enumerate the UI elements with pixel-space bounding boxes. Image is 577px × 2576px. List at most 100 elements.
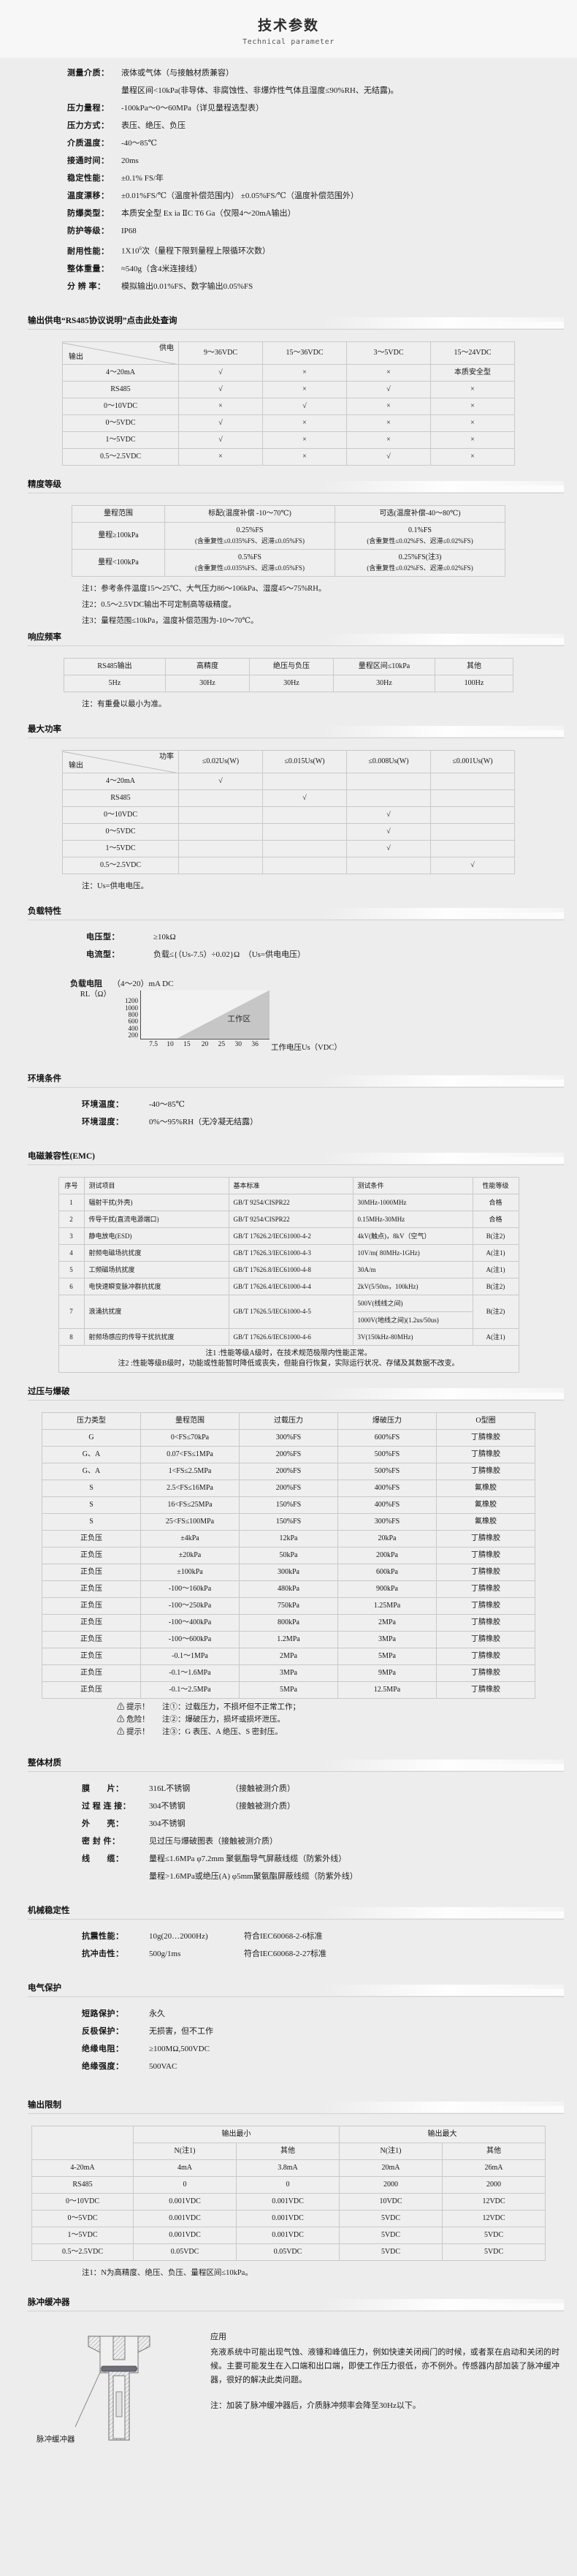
section-title-accuracy: 精度等级 (28, 480, 61, 489)
cell-range: 0<FS≤70kPa (140, 1428, 240, 1447)
param-row: 密 封 件： 见过压与爆破图表（接触被测介质） (82, 1836, 577, 1847)
cell: √ (178, 431, 263, 449)
param-key: 抗冲击性： (82, 1949, 124, 1958)
cell: 2000 (339, 2175, 443, 2194)
table-row: 4～20mA √ × × 本质安全型 (62, 363, 515, 382)
section-head: 输出限制 (0, 2098, 577, 2117)
param-row: 外 壳： 304不锈钢 (82, 1819, 577, 1830)
cell-type: 正负压 (42, 1647, 141, 1665)
cell-item: 辐射干扰(外壳) (83, 1193, 229, 1211)
param-row: 电流型： 负载≤{（Us-7.5）÷0.02}Ω （Us=供电电压） (86, 950, 577, 961)
corner-top-label: 功率 (159, 752, 174, 761)
cell-oring: 丁腈橡胶 (436, 1681, 535, 1699)
cell (430, 822, 515, 841)
cell-oring: 氟橡胶 (436, 1512, 535, 1531)
param-row: 防爆类型： 本质安全型 Ex ia ⅡC T6 Ga（仅限4～20mA输出） (67, 208, 577, 219)
param-value: 永久 (149, 2009, 165, 2018)
cell: 2000 (442, 2175, 546, 2194)
sub-column-header: 其他 (236, 2142, 340, 2160)
table-row: 正负压 ±100kPa 300kPa 600kPa 丁腈橡胶 (42, 1563, 535, 1581)
column-header: 爆破压力 (337, 1412, 437, 1430)
xtick: 10 (167, 1040, 174, 1048)
cell (178, 806, 263, 824)
warning-row: ⚠ 危险！ 注②：爆破压力，损坏或损坏泄压。 (117, 1713, 577, 1726)
section-head: 脉冲缓冲器 (0, 2295, 577, 2314)
note-line: 注1：参考条件温度15～25℃、大气压力86～106kPa、湿度45～75%RH… (82, 584, 326, 593)
cell-burst: 9MPa (337, 1664, 437, 1682)
param-key: 防爆类型： (67, 209, 110, 218)
param-key: 密 封 件： (82, 1836, 121, 1846)
table-header-row: 功率 输出 ≤0.02Us(W) ≤0.015Us(W) ≤0.008Us(W)… (62, 749, 515, 773)
param-row: 测量介质： 液体或气体（与接触材质兼容） (67, 68, 577, 79)
application-description: 充液系统中可能出现气蚀、液锤和峰值压力，例如快速关闭阀门的时候，或者泵在启动和关… (210, 2347, 559, 2384)
table-row: RS485 √ × √ × (62, 380, 515, 398)
param-row: 过 程 连 接： 304不锈钢 （接触被测介质） (82, 1801, 577, 1812)
electrical-list: 短路保护： 永久 反极保护： 无损害，但不工作 绝缘电阻： ≥100MΩ,500… (0, 2000, 577, 2082)
cell-no: 1 (58, 1193, 85, 1211)
rs485-protocol-link[interactable]: 输出供电“RS485协议说明”点击此处查询 (28, 316, 177, 325)
section-head: 响应频率 (0, 630, 577, 649)
cell-overload: 50kPa (239, 1546, 338, 1564)
cell-overload: 150%FS (239, 1496, 338, 1514)
cell-type: S (42, 1496, 141, 1514)
param-key: 测量介质： (67, 69, 110, 77)
param-value: -40～85℃ (149, 1099, 185, 1109)
cell-range: -0.1～1.6MPa (140, 1664, 240, 1682)
section-title-overload: 过压与爆破 (28, 1387, 70, 1396)
accuracy-sub: (含重复性≤0.035%FS、迟滞≤0.05%FS) (195, 564, 305, 572)
cell-grade: A(注1) (472, 1260, 519, 1278)
section-head: 负载特性 (0, 904, 577, 923)
cell-oring: 丁腈橡胶 (436, 1546, 535, 1564)
cell: 0.05VDC (133, 2243, 237, 2261)
table-row: 正负压 -0.1～1MPa 2MPa 5MPa 丁腈橡胶 (42, 1647, 535, 1665)
cell: 5VDC (339, 2209, 443, 2227)
max-power-table-wrap: 功率 输出 ≤0.02Us(W) ≤0.015Us(W) ≤0.008Us(W)… (0, 741, 577, 874)
cell-grade: A(注1) (472, 1327, 519, 1346)
section-head: 最大功率 (0, 722, 577, 741)
cell-standard: GB/T 17626.2/IEC61000-4-2 (228, 1227, 354, 1245)
cell-oring: 丁腈橡胶 (436, 1613, 535, 1632)
cell-condition: 4kV(触点)，8kV（空气） (352, 1227, 473, 1245)
cell-oring: 丁腈橡胶 (436, 1428, 535, 1447)
note-line: 注1 :性能等级A级时，在技术规范极限内性能正常。 (205, 1349, 372, 1357)
cell-range: -0.1～1MPa (140, 1647, 240, 1665)
ribbon-decoration (323, 633, 564, 645)
column-header: 量程区间≤10kPa (333, 657, 435, 675)
param-key: 电流型： (86, 950, 120, 959)
ytick: 800 (128, 1011, 139, 1019)
cell-grade: B(注2) (472, 1227, 519, 1245)
param-value: 304不锈钢 (149, 1819, 186, 1828)
section-divider (28, 1918, 564, 1920)
cell: √ (262, 397, 347, 415)
cell-range: -100～600kPa (140, 1630, 240, 1648)
section-divider (28, 1086, 564, 1088)
row-label: 0～5VDC (62, 822, 179, 841)
table-header-row: RS485输出 高精度 绝压与负压 量程区间≤10kPa 其他 (64, 657, 513, 675)
param-key: 接通时间： (67, 156, 110, 165)
table-row: 正负压 -100～600kPa 1.2MPa 3MPa 丁腈橡胶 (42, 1630, 535, 1648)
param-value: 0%～95%RH（无冷凝无结露） (149, 1117, 259, 1126)
table-row: S 16<FS≤25MPa 150%FS 400%FS 氟橡胶 (42, 1496, 535, 1514)
cell: 12VDC (442, 2192, 546, 2211)
table-row: 0～10VDC √ (62, 806, 515, 824)
cell-standard: 0.5%FS (含重复性≤0.035%FS、迟滞≤0.05%FS) (164, 548, 335, 577)
table-header-row-sub: N(注1) 其他 N(注1) 其他 (32, 2142, 546, 2160)
group-header-min: 输出最小 (133, 2125, 340, 2143)
section-divider (28, 328, 564, 330)
table-row: 1～5VDC 0.001VDC 0.001VDC 5VDC 5VDC (31, 2226, 546, 2244)
param-value: ≥10kΩ (153, 932, 176, 942)
cell-range: 1<FS≤2.5MPa (140, 1462, 240, 1480)
cell: √ (346, 380, 431, 398)
row-label: RS485 (62, 789, 179, 807)
durability-exponent: 6 (139, 246, 142, 251)
param-key: 压力量程： (67, 104, 110, 113)
technical-parameter-page: 技术参数 Technical parameter 测量介质： 液体或气体（与接触… (0, 0, 577, 2468)
column-header: 15～24VDC (430, 341, 515, 365)
param-key: 稳定性能： (67, 174, 110, 183)
cell-oring: 丁腈橡胶 (436, 1529, 535, 1548)
load-parameters-list: 电压型： ≥10kΩ 电流型： 负载≤{（Us-7.5）÷0.02}Ω （Us=… (0, 923, 577, 970)
cell: 12VDC (442, 2209, 546, 2227)
cell-oring: 丁腈橡胶 (436, 1664, 535, 1682)
cell: 0 (236, 2175, 340, 2194)
cell-no: 6 (58, 1277, 85, 1295)
